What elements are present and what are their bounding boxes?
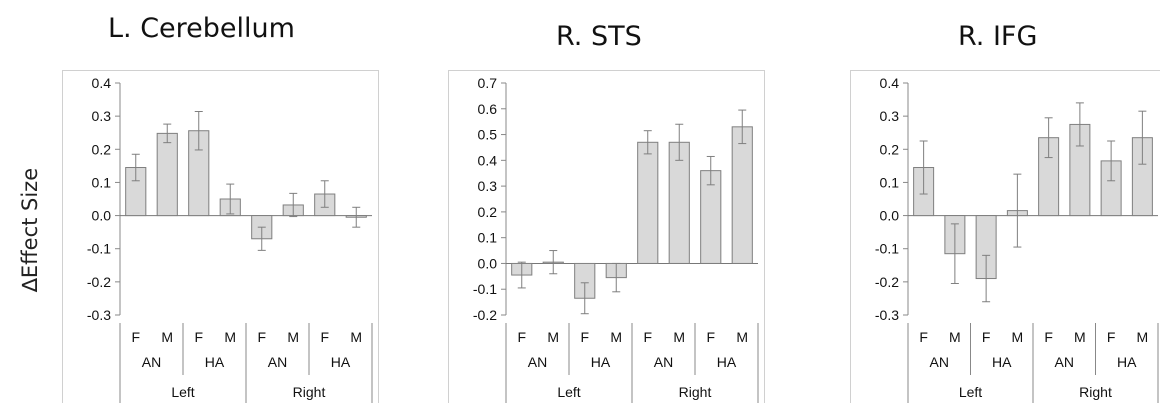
y-tick-label: 0.0 xyxy=(92,208,112,224)
x-tick-label: M xyxy=(547,329,559,345)
x-tick-label: F xyxy=(982,329,991,345)
y-tick-label: 0.4 xyxy=(880,75,900,91)
x-tick-label: M xyxy=(673,329,685,345)
chart-title-sts: R. STS xyxy=(556,21,642,52)
x-tick-label: M xyxy=(350,329,362,345)
x-side-label: Right xyxy=(679,384,712,400)
y-tick-label: -0.2 xyxy=(87,274,111,290)
x-group-label: AN xyxy=(142,354,161,370)
x-group-label: HA xyxy=(992,354,1012,370)
y-tick-label: 0.4 xyxy=(92,75,112,91)
y-tick-label: -0.1 xyxy=(87,241,111,257)
y-axis-label: ∆Effect Size xyxy=(18,167,42,293)
y-axis-label-wrap: ∆Effect Size xyxy=(10,150,50,310)
y-tick-label: -0.3 xyxy=(87,307,111,323)
x-tick-label: M xyxy=(161,329,173,345)
x-tick-label: M xyxy=(1137,329,1149,345)
x-tick-label: F xyxy=(706,329,715,345)
plot-frame xyxy=(850,70,1160,403)
y-tick-label: 0.0 xyxy=(478,255,498,271)
x-tick-label: F xyxy=(257,329,266,345)
y-tick-label: -0.2 xyxy=(473,307,497,323)
y-tick-label: 0.4 xyxy=(478,152,498,168)
x-side-label: Left xyxy=(171,384,194,400)
x-tick-label: M xyxy=(736,329,748,345)
x-group-label: HA xyxy=(717,354,737,370)
x-group-label: AN xyxy=(528,354,547,370)
plot-frame xyxy=(62,70,379,403)
y-tick-label: -0.1 xyxy=(473,281,497,297)
x-tick-label: M xyxy=(610,329,622,345)
x-group-label: HA xyxy=(1117,354,1137,370)
y-tick-label: 0.7 xyxy=(478,75,498,91)
x-side-label: Left xyxy=(557,384,580,400)
chart-title-cerebellum: L. Cerebellum xyxy=(108,13,295,44)
y-tick-label: 0.5 xyxy=(478,127,498,143)
y-tick-label: 0.1 xyxy=(880,174,900,190)
x-group-label: HA xyxy=(591,354,611,370)
bar xyxy=(731,126,753,264)
x-side-label: Right xyxy=(1079,384,1112,400)
x-group-label: HA xyxy=(331,354,351,370)
bar xyxy=(156,132,178,217)
y-tick-label: 0.2 xyxy=(92,141,112,157)
chart-panel-sts: 0.7 0.6 0.5 0.4 0.3 0.2 0.1 0.0 -0.1 -0.2 F M F M F M F M… xyxy=(448,70,765,403)
x-group-label: AN xyxy=(654,354,673,370)
x-tick-label: F xyxy=(320,329,329,345)
x-tick-label: F xyxy=(580,329,589,345)
y-tick-label: 0.1 xyxy=(478,230,498,246)
x-tick-label: F xyxy=(1044,329,1053,345)
x-group-label: HA xyxy=(205,354,225,370)
x-side-label: Right xyxy=(293,384,326,400)
x-group-label: AN xyxy=(1055,354,1074,370)
plot-frame xyxy=(448,70,765,403)
y-tick-label: 0.0 xyxy=(880,208,900,224)
x-tick-label: M xyxy=(1012,329,1024,345)
x-side-label: Left xyxy=(959,384,982,400)
chart-panel-cerebellum: 0.40.30.20.10.0-0.1-0.2-0.3F M F M F M F MAN HA A… xyxy=(62,70,379,403)
y-tick-label: 0.2 xyxy=(880,141,900,157)
x-tick-label: F xyxy=(919,329,928,345)
y-tick-label: 0.2 xyxy=(478,204,498,220)
chart-panel-ifg: 0.40.30.20.10.0-0.1-0.2-0.3F M F M F M F MAN HA A… xyxy=(850,70,1160,403)
chart-title-ifg: R. IFG xyxy=(958,21,1038,52)
x-tick-label: F xyxy=(517,329,526,345)
y-tick-label: 0.6 xyxy=(478,101,498,117)
y-tick-label: 0.3 xyxy=(880,108,900,124)
y-tick-label: 0.3 xyxy=(92,108,112,124)
y-tick-label: 0.3 xyxy=(478,178,498,194)
x-tick-label: M xyxy=(287,329,299,345)
x-tick-label: M xyxy=(224,329,236,345)
bar xyxy=(637,141,659,264)
y-tick-label: -0.2 xyxy=(875,274,899,290)
y-tick-label: -0.3 xyxy=(875,307,899,323)
x-tick-label: F xyxy=(1107,329,1116,345)
x-tick-label: F xyxy=(194,329,203,345)
x-tick-label: M xyxy=(1074,329,1086,345)
x-tick-label: F xyxy=(131,329,140,345)
x-group-label: AN xyxy=(930,354,949,370)
x-tick-label: F xyxy=(643,329,652,345)
x-group-label: AN xyxy=(268,354,287,370)
y-tick-label: 0.1 xyxy=(92,174,112,190)
y-tick-label: -0.1 xyxy=(875,241,899,257)
x-tick-label: M xyxy=(949,329,961,345)
